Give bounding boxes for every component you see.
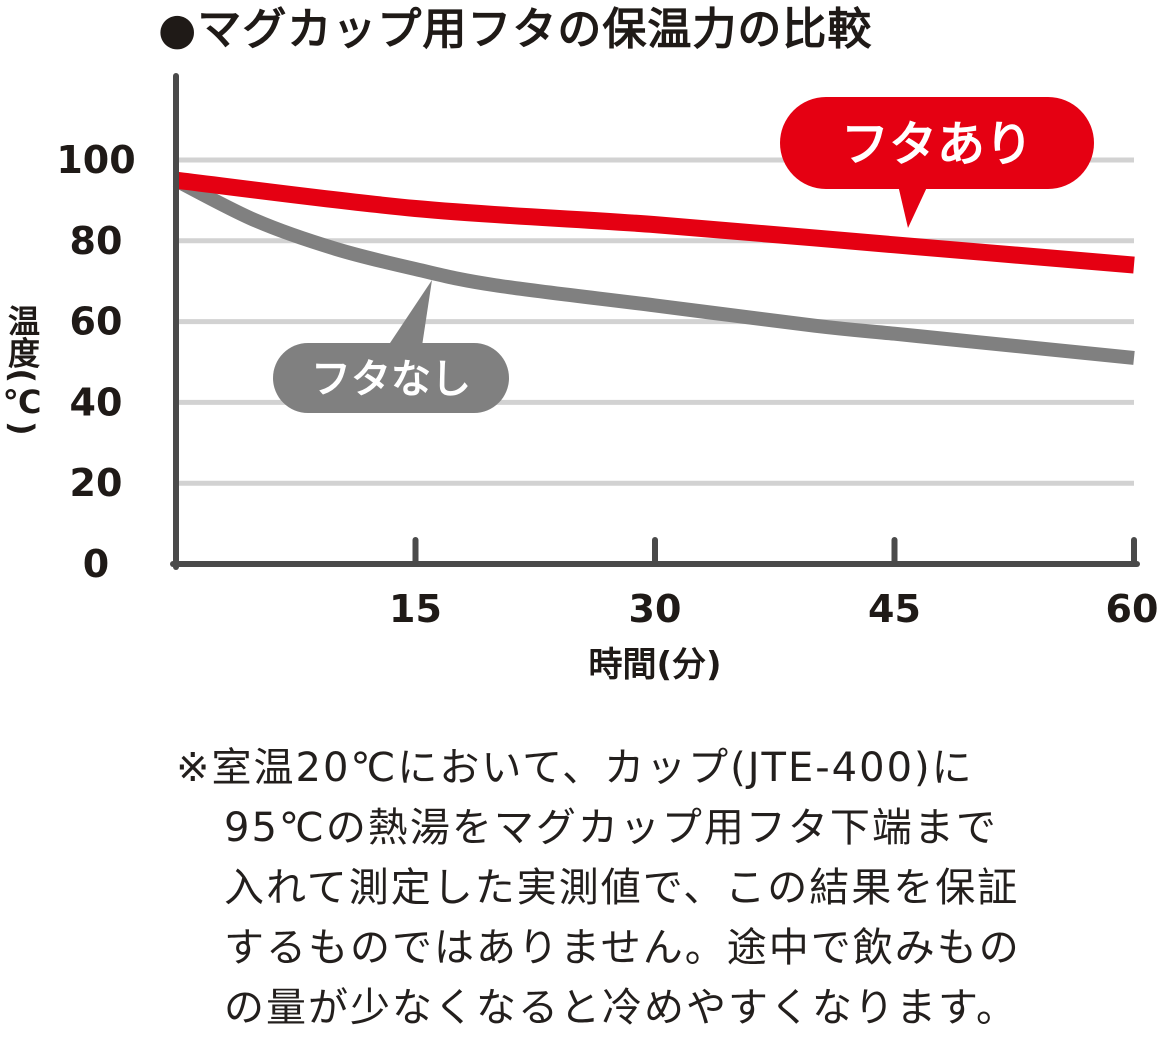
footnote-line: ※室温20℃において、カップ(JTE-400)に [176,745,974,791]
footnote-line: 95℃の熱湯をマグカップ用フタ下端まで [224,805,998,851]
axes [170,73,1140,570]
callout-without-lid-bubble [273,343,509,413]
footnote: ※室温20℃において、カップ(JTE-400)に 95℃の熱湯をマグカップ用フタ… [176,738,1136,1038]
series-line-without-lid [172,173,1135,365]
y-tick-label: 100 [56,138,135,182]
footnote-line: するものではありません。途中で飲みもの [224,925,1021,971]
series-lines [172,171,1135,365]
callout-with-lid-bubble [780,97,1094,189]
footnote-line: 入れて測定した実測値で、この結果を保証 [224,865,1020,911]
x-tick-label: 60 [1106,587,1159,631]
y-tick-label: 60 [70,300,123,344]
y-axis-label: 温度(℃) [3,304,41,435]
y-tick-label: 40 [70,380,123,424]
chart-title: ●マグカップ用フタの保温力の比較 [158,4,873,55]
y-tick-label: 80 [70,219,123,263]
callout-without-lid-pointer [388,280,432,346]
tick-labels: 0 20 40 60 80 100 15 30 45 60 [56,138,1158,631]
x-axis-label: 時間(分) [588,645,721,685]
x-tick-label: 15 [389,587,442,631]
y-tick-label: 0 [83,542,109,586]
y-tick-label: 20 [70,461,123,505]
callout-with-lid-pointer [898,185,928,228]
series-line-with-lid [175,171,1135,274]
grid-lines [176,157,1134,486]
footnote-line: の量が少なくなると冷めやすくなります。 [224,985,1018,1031]
x-tick-label: 45 [868,587,921,631]
legend-label: フタなし [311,356,471,402]
x-tick-label: 30 [629,587,682,631]
legend-label: フタあり [841,116,1033,172]
